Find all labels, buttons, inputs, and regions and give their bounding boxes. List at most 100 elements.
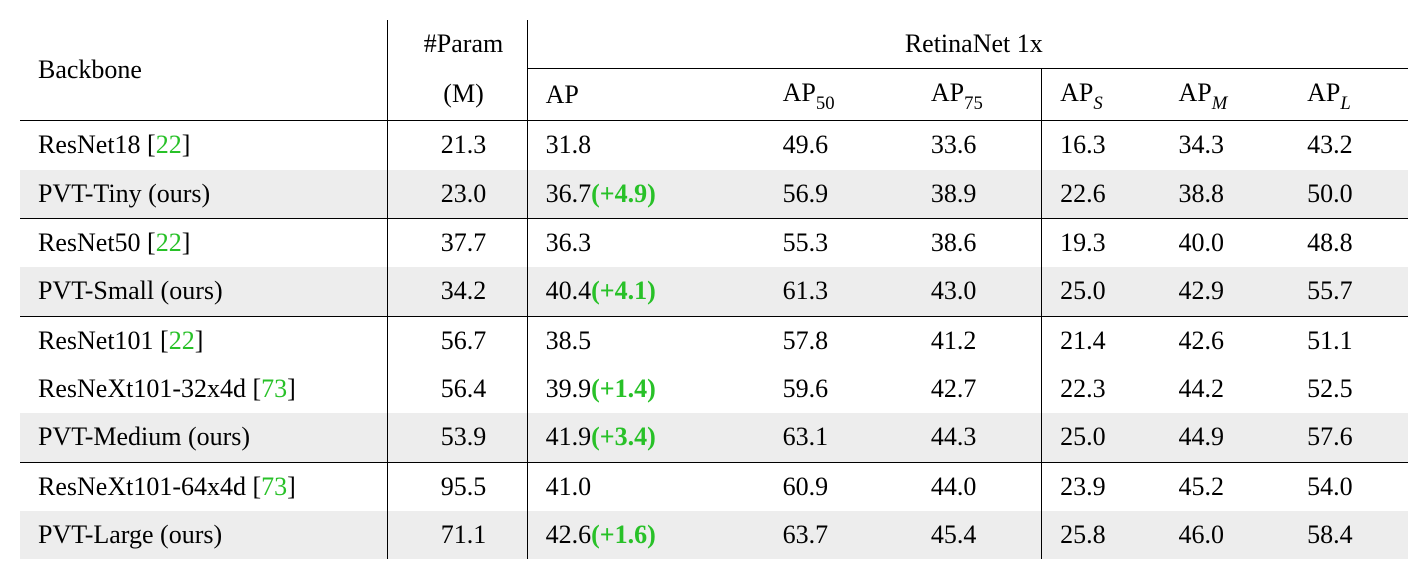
cell-ap75: 33.6	[913, 121, 1042, 170]
citation-link[interactable]: 22	[156, 228, 182, 257]
cell-param: 95.5	[388, 462, 527, 511]
cell-apm: 44.9	[1160, 413, 1289, 462]
col-header-ap: AP	[527, 69, 765, 121]
citation-link[interactable]: 73	[261, 374, 287, 403]
cite-open: [	[160, 326, 169, 355]
table-row: ResNeXt101-32x4d [73]56.439.9(+1.4)59.64…	[20, 365, 1408, 413]
cell-aps: 23.9	[1042, 462, 1161, 511]
cell-backbone: ResNet50 [22]	[20, 219, 388, 268]
cell-apl: 50.0	[1289, 170, 1408, 219]
cell-apl: 57.6	[1289, 413, 1408, 462]
col-header-spanner: RetinaNet 1x	[527, 20, 1408, 69]
cell-backbone: ResNet101 [22]	[20, 316, 388, 365]
ap-value: 42.6	[546, 520, 592, 549]
cell-apl: 52.5	[1289, 365, 1408, 413]
aps-sub: S	[1093, 93, 1102, 114]
ap-delta: (+4.9)	[591, 179, 656, 208]
cell-aps: 25.8	[1042, 511, 1161, 559]
cell-aps: 25.0	[1042, 413, 1161, 462]
cell-ap: 31.8	[527, 121, 765, 170]
col-header-ap75: AP75	[913, 69, 1042, 121]
ap-value: 40.4	[546, 276, 592, 305]
cell-backbone: PVT-Tiny (ours)	[20, 170, 388, 219]
cell-apl: 48.8	[1289, 219, 1408, 268]
cell-ap75: 43.0	[913, 267, 1042, 316]
cell-ap75: 45.4	[913, 511, 1042, 559]
ap75-sub: 75	[964, 93, 983, 114]
cell-aps: 16.3	[1042, 121, 1161, 170]
cell-ap: 36.3	[527, 219, 765, 268]
ap-value: 36.3	[546, 228, 592, 257]
cell-param: 56.4	[388, 365, 527, 413]
cell-ap: 38.5	[527, 316, 765, 365]
cell-ap75: 42.7	[913, 365, 1042, 413]
table-row: PVT-Medium (ours)53.941.9(+3.4)63.144.32…	[20, 413, 1408, 462]
cell-ap50: 55.3	[765, 219, 913, 268]
ap-delta: (+1.4)	[591, 374, 656, 403]
cite-close: ]	[287, 374, 296, 403]
citation-link[interactable]: 22	[156, 130, 182, 159]
cell-apl: 43.2	[1289, 121, 1408, 170]
cite-close: ]	[287, 472, 296, 501]
ap-value: 38.5	[546, 326, 592, 355]
table-row: ResNeXt101-64x4d [73]95.541.060.944.023.…	[20, 462, 1408, 511]
backbone-name: PVT-Small (ours)	[38, 276, 223, 305]
cell-apm: 44.2	[1160, 365, 1289, 413]
cell-apm: 46.0	[1160, 511, 1289, 559]
cite-open: [	[147, 228, 156, 257]
backbone-name: ResNeXt101-64x4d	[38, 472, 252, 501]
cell-param: 53.9	[388, 413, 527, 462]
citation-link[interactable]: 22	[169, 326, 195, 355]
cell-ap: 41.0	[527, 462, 765, 511]
cell-ap75: 44.0	[913, 462, 1042, 511]
cell-ap: 39.9(+1.4)	[527, 365, 765, 413]
cell-apm: 42.6	[1160, 316, 1289, 365]
cell-apm: 42.9	[1160, 267, 1289, 316]
backbone-name: PVT-Medium (ours)	[38, 422, 250, 451]
cell-ap50: 49.6	[765, 121, 913, 170]
cell-backbone: ResNeXt101-32x4d [73]	[20, 365, 388, 413]
cell-ap50: 60.9	[765, 462, 913, 511]
ap50-pre: AP	[783, 78, 816, 107]
backbone-name: ResNet101	[38, 326, 160, 355]
cell-ap50: 63.7	[765, 511, 913, 559]
aps-pre: AP	[1060, 78, 1093, 107]
ap-delta: (+1.6)	[591, 520, 656, 549]
citation-link[interactable]: 73	[261, 472, 287, 501]
apm-pre: AP	[1178, 78, 1211, 107]
ap75-pre: AP	[931, 78, 964, 107]
cite-close: ]	[195, 326, 204, 355]
backbone-name: PVT-Large (ours)	[38, 520, 222, 549]
cell-ap75: 41.2	[913, 316, 1042, 365]
cell-backbone: PVT-Large (ours)	[20, 511, 388, 559]
col-header-ap50: AP50	[765, 69, 913, 121]
cell-aps: 21.4	[1042, 316, 1161, 365]
cell-backbone: PVT-Medium (ours)	[20, 413, 388, 462]
backbone-name: PVT-Tiny (ours)	[38, 179, 210, 208]
cell-aps: 22.6	[1042, 170, 1161, 219]
cell-param: 56.7	[388, 316, 527, 365]
col-header-param-top: #Param	[388, 20, 527, 69]
backbone-name: ResNet50	[38, 228, 147, 257]
ap-value: 36.7	[546, 179, 592, 208]
cite-open: [	[252, 374, 261, 403]
apl-pre: AP	[1307, 78, 1340, 107]
table-body: ResNet18 [22]21.331.849.633.616.334.343.…	[20, 121, 1408, 559]
cell-apl: 54.0	[1289, 462, 1408, 511]
backbone-name: ResNet18	[38, 130, 147, 159]
ap-delta: (+3.4)	[591, 422, 656, 451]
backbone-name: ResNeXt101-32x4d	[38, 374, 252, 403]
table-row: PVT-Small (ours)34.240.4(+4.1)61.343.025…	[20, 267, 1408, 316]
cell-aps: 25.0	[1042, 267, 1161, 316]
cell-ap50: 59.6	[765, 365, 913, 413]
cell-apl: 55.7	[1289, 267, 1408, 316]
col-header-aps: APS	[1042, 69, 1161, 121]
cite-open: [	[252, 472, 261, 501]
cell-apl: 51.1	[1289, 316, 1408, 365]
cell-ap50: 56.9	[765, 170, 913, 219]
cite-close: ]	[182, 228, 191, 257]
table-row: PVT-Tiny (ours)23.036.7(+4.9)56.938.922.…	[20, 170, 1408, 219]
cell-backbone: ResNeXt101-64x4d [73]	[20, 462, 388, 511]
ap50-sub: 50	[816, 93, 835, 114]
ap-value: 41.0	[546, 472, 592, 501]
